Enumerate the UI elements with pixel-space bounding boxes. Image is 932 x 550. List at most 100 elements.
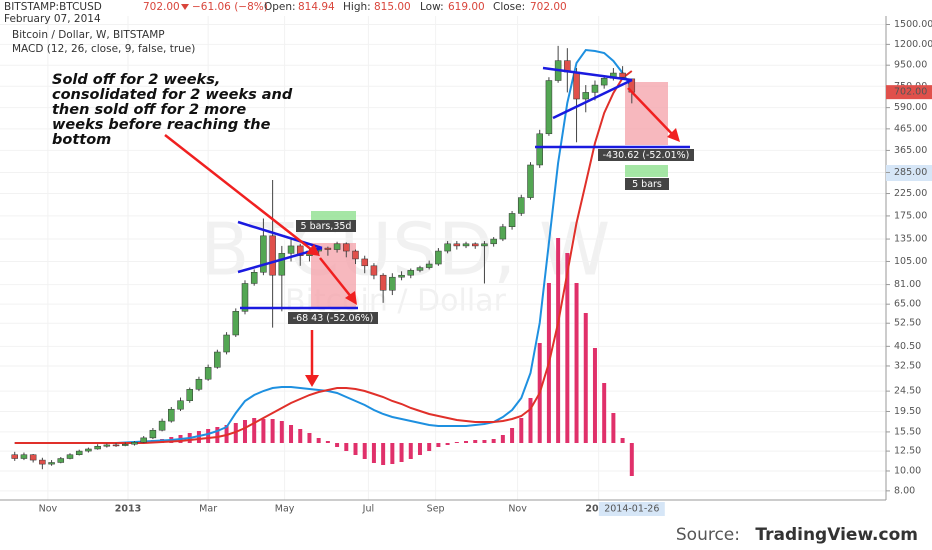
- y-tick-label: 590.00: [894, 102, 927, 113]
- close: 702.00: [530, 1, 567, 13]
- candle-body: [140, 437, 147, 443]
- histogram-bar: [519, 418, 524, 443]
- high-label: High:: [343, 1, 371, 13]
- histogram-bar: [408, 443, 413, 459]
- histogram-bar: [620, 438, 625, 443]
- annotation-line: weeks before reaching the: [52, 117, 271, 133]
- candle-body: [333, 243, 341, 250]
- candle-body: [29, 454, 37, 461]
- candle-body: [85, 448, 92, 452]
- candle-body: [241, 283, 249, 312]
- candle-body: [324, 247, 332, 250]
- y-tick-label: 225.00: [894, 188, 927, 199]
- candle-body: [232, 311, 240, 336]
- source-prefix: Source:: [676, 525, 740, 545]
- y-tick-label: 175.00: [894, 210, 927, 221]
- candle-body: [573, 71, 580, 100]
- y-tick-label: 10.00: [894, 465, 921, 476]
- candle-body: [204, 367, 212, 380]
- candle-body: [499, 226, 507, 240]
- y-tick-label: 465.00: [894, 123, 927, 134]
- candle-body: [471, 243, 479, 247]
- histogram-bar: [371, 443, 376, 463]
- annotation-line: consolidated for 2 weeks and: [52, 87, 293, 103]
- y-tick-label: 950.00: [894, 60, 927, 71]
- annotation-line: bottom: [52, 132, 111, 148]
- histogram-bar: [454, 442, 459, 443]
- grid: [0, 16, 886, 500]
- candle-body: [600, 78, 608, 86]
- candle-body: [11, 454, 18, 459]
- candle-body: [75, 450, 83, 455]
- candle-body: [425, 263, 433, 268]
- x-tick-label: Nov: [508, 504, 527, 515]
- candle-body: [361, 258, 368, 267]
- annotation-line: Sold off for 2 weeks,: [52, 72, 220, 88]
- watermark: BTCUSD, W: [200, 208, 610, 292]
- candle-body: [177, 400, 184, 410]
- source-name: TradingView.com: [755, 525, 918, 545]
- candle-body: [186, 389, 193, 401]
- y-tick-label: 24.50: [894, 386, 921, 397]
- measure-label: -68 43 (-52.06%): [293, 313, 374, 324]
- histogram-bar: [417, 443, 422, 455]
- y-tick-label: 8.00: [894, 485, 915, 496]
- measure-label: 5 bars,35d: [301, 221, 352, 232]
- histogram-bar: [399, 443, 404, 462]
- crosshair-price: [886, 165, 932, 181]
- histogram-bar: [510, 428, 515, 443]
- candle-body: [195, 378, 203, 390]
- candle-body: [122, 443, 129, 446]
- histogram-bar: [242, 420, 247, 443]
- x-tick-label: Nov: [39, 504, 58, 515]
- candle-body: [518, 197, 525, 214]
- candle-body: [223, 334, 230, 353]
- histogram-bar: [215, 427, 220, 443]
- candle-body: [94, 445, 101, 450]
- candle-body: [379, 274, 387, 291]
- histogram-bar: [592, 348, 597, 443]
- y-tick-label: 15.50: [894, 426, 921, 437]
- candle-body: [490, 238, 497, 245]
- measure-bars: [625, 165, 668, 177]
- candle-body: [619, 72, 626, 78]
- candle-body: [591, 84, 599, 93]
- histogram-bar: [325, 441, 330, 443]
- candle-body: [287, 245, 295, 254]
- candle-body: [370, 265, 378, 276]
- measure-label: 5 bars: [632, 179, 662, 190]
- down-icon: [181, 4, 189, 10]
- candle-body: [57, 458, 65, 463]
- candle-body: [250, 272, 258, 284]
- histogram-bar: [206, 429, 211, 443]
- measure-bars: [311, 211, 356, 222]
- candle-body: [435, 250, 442, 265]
- y-tick-label: 12.50: [894, 446, 921, 457]
- histogram-bar: [611, 413, 616, 443]
- low: 619.00: [448, 1, 485, 13]
- histogram-bar: [289, 425, 294, 443]
- high: 815.00: [374, 1, 411, 13]
- histogram-bar: [335, 443, 340, 447]
- last-price-label: 702.00: [894, 87, 927, 98]
- legend-price: Bitcoin / Dollar, W, BITSTAMP: [12, 29, 165, 41]
- candle-body: [481, 243, 488, 247]
- histogram-bar: [528, 398, 533, 443]
- y-tick-label: 81.00: [894, 279, 921, 290]
- y-tick-label: 285.00: [894, 167, 927, 178]
- candle-body: [536, 133, 543, 166]
- candle-body: [343, 243, 350, 252]
- y-tick-label: 40.50: [894, 341, 921, 352]
- candle-body: [407, 270, 415, 276]
- arrows: [164, 87, 680, 387]
- histogram-bar: [436, 443, 441, 447]
- y-tick-label: 32.50: [894, 360, 921, 371]
- open-label: Open:: [264, 1, 296, 13]
- last: 702.00: [143, 1, 180, 13]
- histogram-bar: [298, 429, 303, 443]
- header: BITSTAMP:BTCUSD 702.00 −61.06 (−8%) Open…: [4, 1, 567, 55]
- close-label: Close:: [493, 1, 525, 13]
- candle-body: [444, 243, 451, 252]
- histogram-bar: [344, 443, 349, 451]
